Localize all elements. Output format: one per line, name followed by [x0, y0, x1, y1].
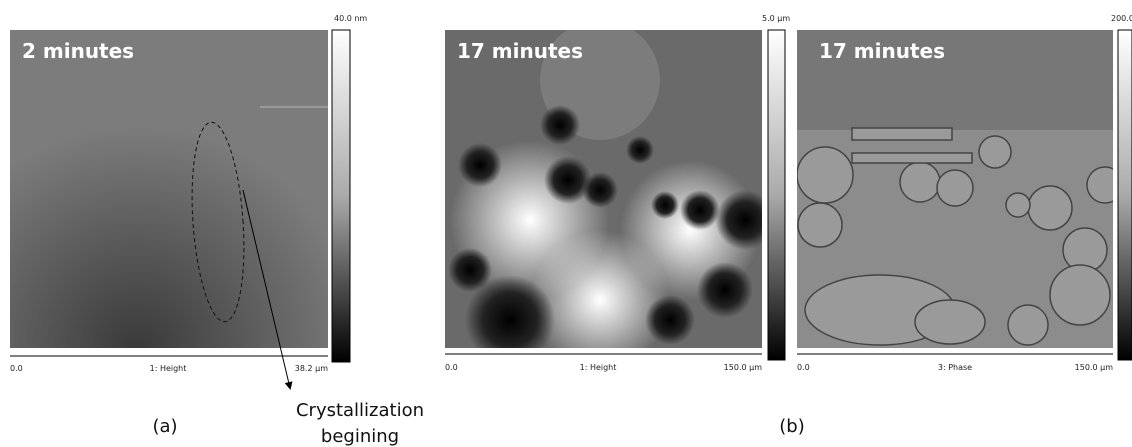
spherulite — [1050, 265, 1110, 325]
x-start: 0.0 — [445, 363, 458, 372]
spherulite — [1028, 186, 1072, 230]
channel: 1: Height — [150, 364, 187, 373]
spherulite — [979, 136, 1011, 168]
color-bar — [768, 30, 785, 360]
channel: 3: Phase — [938, 363, 972, 372]
spherulite — [465, 275, 555, 365]
scale-top: 40.0 nm — [334, 14, 367, 23]
scale-top: 5.0 µm — [762, 14, 790, 23]
x-end: 150.0 µm — [724, 363, 763, 372]
x-start: 0.0 — [797, 363, 810, 372]
spherulite — [1008, 305, 1048, 345]
spherulite — [900, 162, 940, 202]
spherulite — [540, 105, 580, 145]
spherulite — [715, 190, 775, 250]
color-bar — [332, 30, 350, 362]
caption: 2 minutes — [22, 39, 134, 63]
spherulite — [937, 170, 973, 206]
spherulite — [645, 295, 695, 345]
channel: 1: Height — [580, 363, 617, 372]
annotation: begining — [321, 426, 399, 447]
spherulite — [697, 262, 753, 318]
texture — [530, 230, 670, 370]
page: 2 minutes 40.0 nm 0.0 1: Height 38.2 µm … — [0, 0, 1132, 447]
scale-top: 200.0 — [1111, 14, 1132, 23]
spherulite — [852, 128, 952, 140]
spherulite — [626, 136, 654, 164]
x-start: 0.0 — [10, 364, 23, 373]
afm-image — [10, 30, 328, 348]
spherulite — [680, 190, 720, 230]
x-end: 38.2 µm — [295, 364, 328, 373]
color-bar — [1118, 30, 1132, 360]
annotation: Crystallization — [296, 400, 424, 421]
spherulite — [915, 300, 985, 344]
figure: 2 minutes 40.0 nm 0.0 1: Height 38.2 µm … — [0, 0, 1132, 447]
spherulite — [651, 191, 679, 219]
spherulite — [582, 172, 618, 208]
spherulite — [1006, 193, 1030, 217]
spherulite — [458, 143, 502, 187]
spherulite — [798, 203, 842, 247]
caption: 17 minutes — [457, 39, 583, 63]
figure-label: (a) — [152, 416, 177, 437]
figure-label: (b) — [779, 416, 804, 437]
spherulite — [852, 153, 972, 163]
x-end: 150.0 µm — [1075, 363, 1114, 372]
spherulite — [797, 147, 853, 203]
caption: 17 minutes — [819, 39, 945, 63]
